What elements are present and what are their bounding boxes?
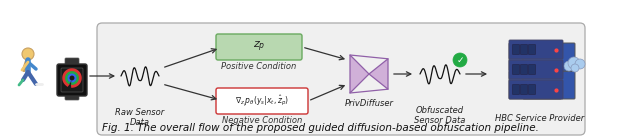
FancyBboxPatch shape (529, 84, 536, 95)
FancyBboxPatch shape (529, 44, 536, 55)
Text: Raw Sensor
Data: Raw Sensor Data (115, 108, 164, 127)
FancyBboxPatch shape (520, 44, 527, 55)
FancyBboxPatch shape (513, 84, 520, 95)
Circle shape (22, 48, 34, 60)
FancyBboxPatch shape (513, 64, 520, 75)
Circle shape (575, 59, 585, 69)
Text: ✓: ✓ (456, 55, 464, 64)
FancyBboxPatch shape (509, 71, 561, 99)
Text: Obfuscated
Sensor Data: Obfuscated Sensor Data (414, 106, 466, 125)
FancyBboxPatch shape (520, 64, 527, 75)
FancyBboxPatch shape (61, 68, 83, 92)
FancyBboxPatch shape (97, 23, 585, 135)
Text: HBC Service Provider: HBC Service Provider (495, 114, 584, 123)
Polygon shape (350, 55, 369, 93)
Text: Negative Condition: Negative Condition (222, 116, 302, 125)
FancyBboxPatch shape (65, 58, 79, 67)
FancyBboxPatch shape (509, 43, 561, 71)
Circle shape (453, 53, 467, 67)
Text: Fig. 1. The overall flow of the proposed guided diffusion-based obfuscation pipe: Fig. 1. The overall flow of the proposed… (102, 123, 538, 133)
FancyBboxPatch shape (216, 34, 302, 60)
Text: PrivDiffuser: PrivDiffuser (344, 99, 394, 108)
FancyBboxPatch shape (529, 64, 536, 75)
FancyBboxPatch shape (65, 91, 79, 100)
Text: $z_p$: $z_p$ (253, 40, 265, 54)
FancyBboxPatch shape (509, 60, 563, 79)
FancyBboxPatch shape (509, 40, 563, 59)
Circle shape (564, 61, 574, 71)
FancyBboxPatch shape (57, 64, 87, 96)
Text: Positive Condition: Positive Condition (221, 62, 296, 71)
Circle shape (571, 64, 579, 72)
FancyBboxPatch shape (523, 71, 575, 99)
Circle shape (568, 57, 580, 69)
FancyBboxPatch shape (520, 84, 527, 95)
FancyBboxPatch shape (216, 88, 308, 114)
FancyBboxPatch shape (523, 43, 575, 71)
FancyBboxPatch shape (509, 80, 563, 99)
Text: $\nabla_{z_t} p_\theta(y_s|x_t, \hat{z}_p)$: $\nabla_{z_t} p_\theta(y_s|x_t, \hat{z}_… (235, 94, 289, 108)
FancyBboxPatch shape (513, 44, 520, 55)
Polygon shape (369, 59, 388, 89)
